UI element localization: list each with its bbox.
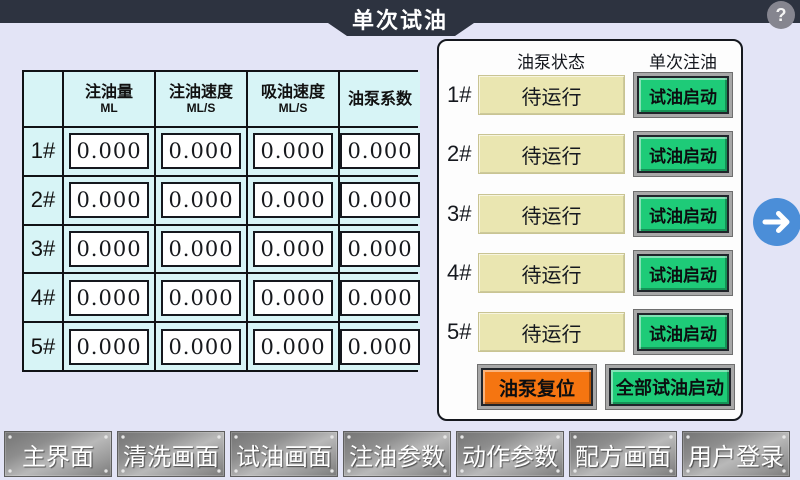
oil-test-start-button-1[interactable]: 试油启动 xyxy=(637,76,729,114)
value-input[interactable]: 0.000 xyxy=(161,230,241,267)
table-cell: 0.000 xyxy=(248,128,338,175)
nav-oil-test-screen-button[interactable]: 试油画面 xyxy=(230,431,338,477)
column-header-inject-speed: 注油速度 ML/S xyxy=(156,72,246,126)
pump-row-4: 4# 待运行 试油启动 xyxy=(439,253,741,293)
nav-user-login-button[interactable]: 用户登录 xyxy=(682,431,790,477)
table-cell: 0.000 xyxy=(64,323,154,370)
column-header-suction-speed: 吸油速度 ML/S xyxy=(248,72,338,126)
nav-inject-params-button[interactable]: 注油参数 xyxy=(343,431,451,477)
value-input[interactable]: 0.000 xyxy=(161,328,241,365)
table-cell: 0.000 xyxy=(156,323,246,370)
column-header-pump-coefficient: 油泵系数 xyxy=(340,72,420,126)
pump-status-box: 待运行 xyxy=(478,75,625,115)
pump-row-5: 5# 待运行 试油启动 xyxy=(439,312,741,352)
value-input[interactable]: 0.000 xyxy=(340,230,420,267)
table-cell: 0.000 xyxy=(156,274,246,322)
pump-row-label: 2# xyxy=(447,141,472,166)
pump-row-label: 1# xyxy=(447,82,472,107)
value-input[interactable]: 0.000 xyxy=(253,230,333,267)
oil-test-start-button-4[interactable]: 试油启动 xyxy=(637,254,729,292)
parameter-table: 注油量 ML 注油速度 ML/S 吸油速度 ML/S 油泵系数 1# 0.000… xyxy=(22,70,420,372)
table-cell: 0.000 xyxy=(248,176,338,224)
pump-row-3: 3# 待运行 试油启动 xyxy=(439,194,741,234)
value-input[interactable]: 0.000 xyxy=(69,230,149,267)
pump-reset-button[interactable]: 油泵复位 xyxy=(481,368,593,406)
value-input[interactable]: 0.000 xyxy=(69,328,149,365)
value-input[interactable]: 0.000 xyxy=(340,279,420,316)
oil-test-start-button-5[interactable]: 试油启动 xyxy=(637,313,729,351)
row-label: 2# xyxy=(24,176,62,224)
row-label: 5# xyxy=(24,323,62,370)
column-header-inject-volume: 注油量 ML xyxy=(64,72,154,126)
nav-cleaning-screen-button[interactable]: 清洗画面 xyxy=(117,431,225,477)
help-button[interactable]: ? xyxy=(767,1,795,29)
oil-test-start-button-3[interactable]: 试油启动 xyxy=(637,195,729,233)
pump-row-1: 1# 待运行 试油启动 xyxy=(439,75,741,115)
value-input[interactable]: 0.000 xyxy=(161,279,241,316)
pump-status-box: 待运行 xyxy=(478,194,625,234)
table-cell: 0.000 xyxy=(340,323,420,370)
table-cell: 0.000 xyxy=(340,274,420,322)
table-cell: 0.000 xyxy=(340,176,420,224)
table-cell: 0.000 xyxy=(340,225,420,273)
value-input[interactable]: 0.000 xyxy=(253,182,333,219)
oil-test-start-button-2[interactable]: 试油启动 xyxy=(637,135,729,173)
table-cell: 0.000 xyxy=(340,128,420,175)
nav-recipe-screen-button[interactable]: 配方画面 xyxy=(569,431,677,477)
table-cell: 0.000 xyxy=(156,176,246,224)
value-input[interactable]: 0.000 xyxy=(340,182,420,219)
pump-status-panel: 油泵状态 单次注油 1# 待运行 试油启动 2# 待运行 试油启动 3# 待运行… xyxy=(437,39,743,421)
bottom-nav-bar: 主界面 清洗画面 试油画面 注油参数 动作参数 配方画面 用户登录 xyxy=(4,431,790,477)
row-label: 4# xyxy=(24,274,62,322)
value-input[interactable]: 0.000 xyxy=(340,133,420,170)
value-input[interactable]: 0.000 xyxy=(69,182,149,219)
pump-row-label: 5# xyxy=(447,319,472,344)
pump-row-label: 3# xyxy=(447,201,472,226)
row-label: 1# xyxy=(24,128,62,175)
title-bar xyxy=(0,0,800,23)
table-cell: 0.000 xyxy=(64,128,154,175)
table-cell: 0.000 xyxy=(156,225,246,273)
value-input[interactable]: 0.000 xyxy=(69,279,149,316)
pump-row-2: 2# 待运行 试油启动 xyxy=(439,134,741,174)
value-input[interactable]: 0.000 xyxy=(161,133,241,170)
value-input[interactable]: 0.000 xyxy=(253,133,333,170)
table-corner-cell xyxy=(24,72,62,126)
table-cell: 0.000 xyxy=(248,274,338,322)
arrow-right-icon xyxy=(753,198,800,246)
value-input[interactable]: 0.000 xyxy=(69,133,149,170)
table-cell: 0.000 xyxy=(64,225,154,273)
table-cell: 0.000 xyxy=(248,225,338,273)
nav-main-screen-button[interactable]: 主界面 xyxy=(4,431,112,477)
value-input[interactable]: 0.000 xyxy=(340,328,420,365)
pump-status-box: 待运行 xyxy=(478,312,625,352)
table-cell: 0.000 xyxy=(248,323,338,370)
single-inject-header: 单次注油 xyxy=(649,53,717,72)
pump-status-box: 待运行 xyxy=(478,253,625,293)
title-tab xyxy=(328,23,474,36)
table-cell: 0.000 xyxy=(64,274,154,322)
start-all-oil-test-button[interactable]: 全部试油启动 xyxy=(609,368,731,406)
next-page-button[interactable] xyxy=(753,198,800,246)
pump-status-header: 油泵状态 xyxy=(517,53,585,72)
pump-status-box: 待运行 xyxy=(478,134,625,174)
value-input[interactable]: 0.000 xyxy=(253,328,333,365)
value-input[interactable]: 0.000 xyxy=(253,279,333,316)
table-cell: 0.000 xyxy=(64,176,154,224)
table-cell: 0.000 xyxy=(156,128,246,175)
nav-action-params-button[interactable]: 动作参数 xyxy=(456,431,564,477)
pump-row-label: 4# xyxy=(447,260,472,285)
value-input[interactable]: 0.000 xyxy=(161,182,241,219)
page-title: 单次试油 xyxy=(351,8,448,33)
row-label: 3# xyxy=(24,225,62,273)
